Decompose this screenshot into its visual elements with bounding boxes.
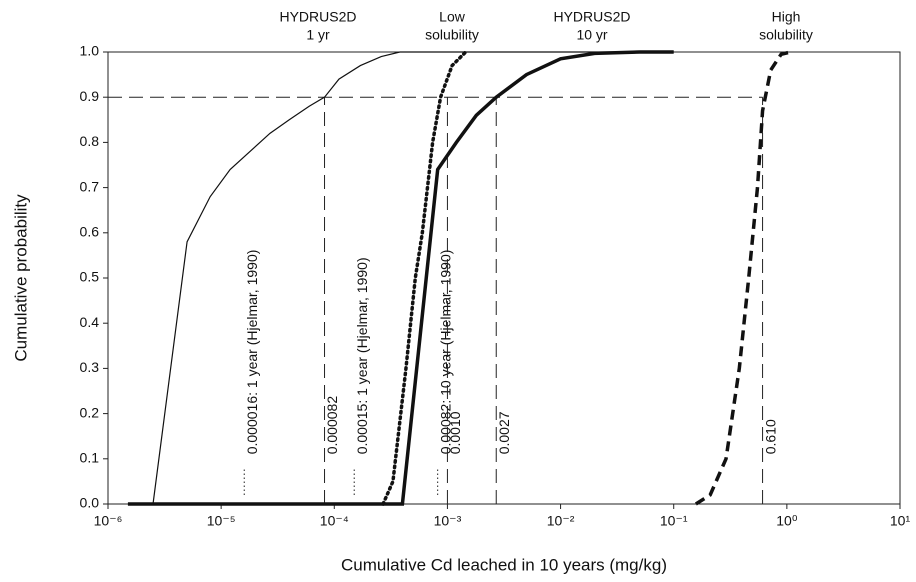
x-tick-label: 10⁻⁶ (94, 513, 123, 529)
annotation: 0.00082: 10 year (Hjelmar, 1990) (437, 250, 453, 455)
y-tick-label: 0.5 (80, 269, 100, 285)
annotation: 0.00015: 1 year (Hjelmar, 1990) (354, 257, 370, 454)
y-tick-label: 0.2 (80, 404, 100, 420)
y-tick-label: 0.9 (80, 88, 100, 104)
series-label: High (772, 9, 801, 25)
annotation: 0.0027 (496, 411, 512, 454)
series-label: solubility (759, 27, 813, 43)
y-tick-label: 0.4 (80, 314, 100, 330)
x-tick-label: 10⁻¹ (660, 513, 688, 529)
series-label: 10 yr (576, 27, 607, 43)
x-axis-title: Cumulative Cd leached in 10 years (mg/kg… (341, 555, 667, 574)
annotation: 0.610 (762, 419, 778, 454)
y-tick-label: 1.0 (80, 43, 100, 59)
x-tick-label: 10⁻⁴ (320, 513, 349, 529)
x-tick-label: 10⁰ (776, 513, 798, 529)
y-tick-label: 0.3 (80, 359, 100, 375)
y-tick-label: 0.0 (80, 495, 100, 511)
x-tick-label: 10⁻⁵ (207, 513, 236, 529)
series-line (694, 50, 792, 506)
series-line (381, 50, 468, 506)
series-line (127, 50, 674, 506)
series-label: 1 yr (306, 27, 330, 43)
series-label: HYDRUS2D (553, 9, 630, 25)
y-axis-title: Cumulative probability (11, 194, 30, 362)
y-tick-label: 0.1 (80, 450, 100, 466)
x-tick-label: 10⁻³ (434, 513, 462, 529)
series-label: HYDRUS2D (279, 9, 356, 25)
y-tick-label: 0.7 (80, 178, 100, 194)
annotation: 0.000082 (324, 396, 340, 455)
series-label: Low (439, 9, 466, 25)
series-line (127, 51, 674, 505)
y-tick-label: 0.6 (80, 224, 100, 240)
series-label: solubility (425, 27, 479, 43)
x-tick-label: 10¹ (890, 513, 911, 529)
y-tick-label: 0.8 (80, 133, 100, 149)
annotation: 0.0010 (447, 411, 463, 454)
annotation: 0.000016: 1 year (Hjelmar, 1990) (244, 250, 260, 455)
x-tick-label: 10⁻² (547, 513, 575, 529)
